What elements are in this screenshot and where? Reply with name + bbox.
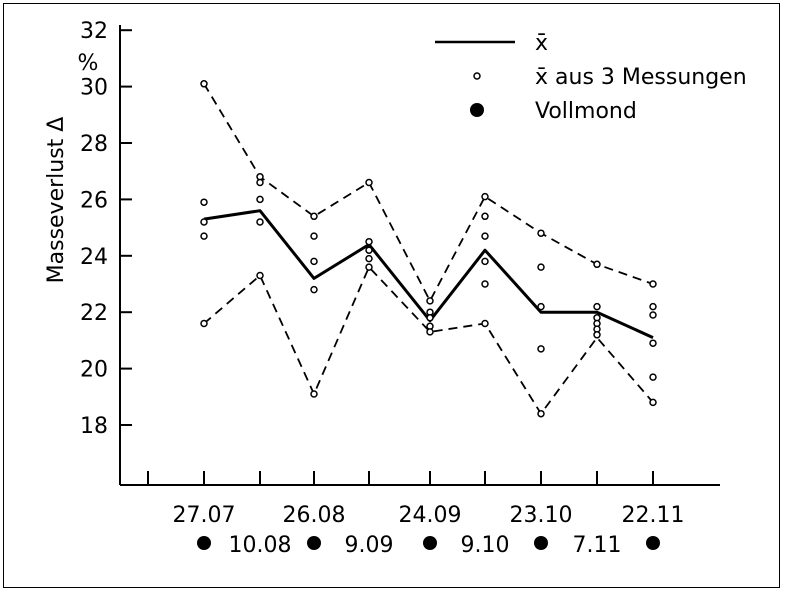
full-moon-marker	[307, 536, 321, 550]
measurement-point	[593, 260, 601, 269]
measurement-point	[649, 280, 657, 288]
x-tick-label: 22.11	[622, 503, 685, 528]
series-line-upper-envelope	[203, 83, 654, 302]
y-tick-label: 30	[80, 76, 108, 101]
measurement-point	[481, 319, 489, 328]
measurement-point	[649, 373, 657, 381]
y-tick-label: 24	[80, 245, 108, 270]
measurement-point	[310, 390, 318, 398]
full-moon-marker	[534, 536, 548, 550]
x-tick-label: 27.07	[173, 503, 236, 528]
measurement-point	[200, 218, 208, 226]
y-tick-label: 26	[80, 188, 108, 213]
legend-filled-circle-symbol	[470, 103, 484, 117]
measurement-point	[426, 328, 434, 336]
legend-label-full-moon: Vollmond	[535, 99, 637, 124]
measurement-point	[537, 345, 545, 353]
measurement-point	[256, 178, 264, 187]
full-moon-marker	[197, 536, 211, 550]
full-moon-date-label: 9.09	[345, 533, 394, 558]
measurement-point	[256, 195, 264, 204]
measurement-point	[426, 297, 434, 305]
measurement-point	[593, 302, 601, 311]
measurement-point	[310, 232, 318, 240]
y-tick-label: 32	[80, 19, 108, 44]
full-moon-date-label: 10.08	[229, 533, 292, 558]
measurement-point	[649, 311, 657, 319]
measurement-point	[426, 314, 434, 322]
measurement-point	[365, 237, 373, 246]
series-line-lower-envelope	[203, 266, 654, 415]
measurement-point	[537, 263, 545, 271]
measurement-point	[481, 232, 489, 240]
y-tick-label: 22	[80, 301, 108, 326]
full-moon-marker	[646, 536, 660, 550]
measurement-point	[537, 229, 545, 237]
measurement-point	[537, 409, 545, 418]
measurement-point	[649, 302, 657, 311]
measurement-point	[593, 331, 601, 339]
y-tick-label: 18	[80, 414, 108, 439]
legend: x̄̄ x̄ aus 3 Messungen Vollmond	[435, 31, 747, 124]
y-tick-label: 20	[80, 358, 108, 383]
measurement-point	[481, 212, 489, 221]
measurement-point	[649, 339, 657, 347]
measurement-point	[200, 80, 208, 88]
measurement-point	[310, 212, 318, 221]
y-axis-label: Masseverlust Δ	[44, 117, 69, 284]
full-moon-row: 10.08 9.09 9.10 7.11	[197, 533, 660, 558]
legend-label-mean-of-3: x̄ aus 3 Messungen	[535, 65, 747, 90]
legend-open-circle-symbol	[473, 72, 481, 80]
full-moon-marker	[423, 536, 437, 550]
full-moon-date-label: 7.11	[573, 533, 622, 558]
measurement-point	[310, 257, 318, 266]
measurement-point	[537, 302, 545, 311]
x-tick-label: 23.10	[510, 503, 573, 528]
measurement-point	[365, 254, 373, 263]
measurement-point	[365, 263, 373, 271]
measurement-point	[365, 178, 373, 187]
measurement-point	[365, 246, 373, 254]
measurement-point	[481, 192, 489, 201]
x-tick-label: 24.09	[399, 503, 462, 528]
y-ticks: 18 20 22 24 26 28 30 32	[80, 19, 132, 439]
series-group	[203, 83, 654, 415]
full-moon-date-label: 9.10	[461, 533, 510, 558]
y-unit-label: %	[78, 51, 99, 76]
measurement-point	[256, 218, 264, 226]
legend-label-mean-of-means: x̄̄	[535, 31, 548, 56]
measurement-point	[200, 319, 208, 328]
x-ticks: 27.07 26.08 24.09 23.10 22.11	[147, 471, 685, 528]
measurement-point	[310, 285, 318, 294]
chart-frame	[3, 3, 780, 588]
measurement-points	[200, 80, 657, 418]
measurement-point	[256, 271, 264, 280]
axes	[119, 25, 720, 486]
measurement-point	[481, 280, 489, 288]
measurement-point	[200, 232, 208, 240]
y-tick-label: 28	[80, 132, 108, 157]
x-tick-label: 26.08	[283, 503, 346, 528]
measurement-point	[481, 257, 489, 266]
measurement-point	[649, 398, 657, 407]
measurement-point	[200, 198, 208, 206]
